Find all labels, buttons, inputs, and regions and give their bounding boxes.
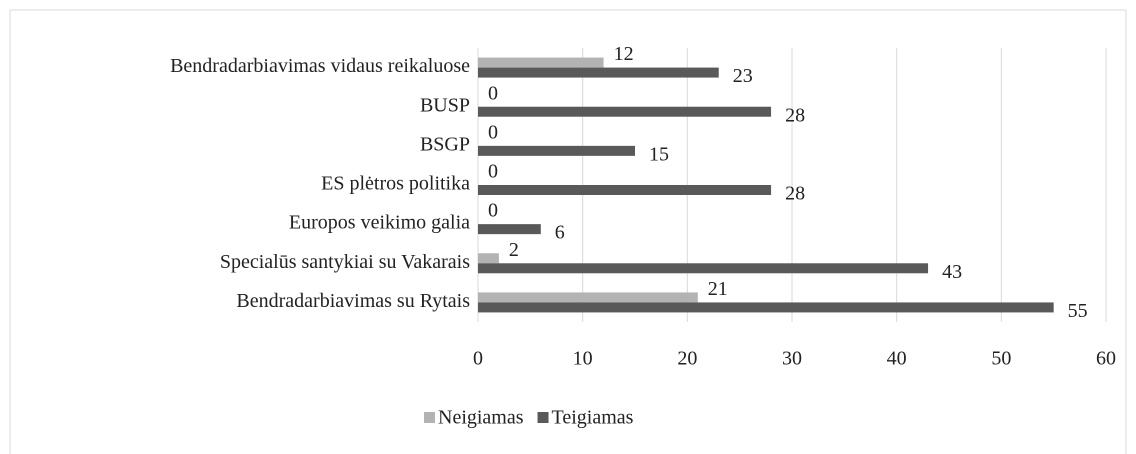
data-label: 21 xyxy=(708,278,728,300)
bar xyxy=(478,57,604,68)
x-tick-label: 30 xyxy=(782,348,802,370)
x-tick-label: 50 xyxy=(991,348,1011,370)
y-tick-label: Europos veikimo galia xyxy=(289,212,470,234)
legend-label: Teigiamas xyxy=(552,407,634,429)
y-tick-label: Specialūs santykiai su Vakarais xyxy=(220,251,470,273)
legend-label: Neigiamas xyxy=(438,407,524,429)
chart-frame xyxy=(9,9,1127,454)
bar xyxy=(478,67,719,78)
data-label: 12 xyxy=(614,43,634,65)
legend-swatch xyxy=(424,412,435,423)
data-label: 0 xyxy=(488,121,498,143)
y-tick-label: Bendradarbiavimas vidaus reikaluose xyxy=(170,55,470,77)
data-label: 28 xyxy=(785,104,805,126)
bar xyxy=(478,292,698,303)
data-label: 6 xyxy=(555,222,565,244)
data-label: 55 xyxy=(1068,300,1088,322)
y-tick-label: BSGP xyxy=(420,133,470,155)
bar xyxy=(478,302,1054,313)
data-label: 43 xyxy=(942,261,962,283)
x-tick-label: 40 xyxy=(887,348,907,370)
data-label: 15 xyxy=(649,143,669,165)
x-tick-label: 20 xyxy=(677,348,697,370)
x-tick-label: 0 xyxy=(473,348,483,370)
data-label: 0 xyxy=(488,82,498,104)
bar xyxy=(478,253,499,264)
bar xyxy=(478,185,772,195)
bar xyxy=(478,145,635,156)
y-tick-label: Bendradarbiavimas su Rytais xyxy=(236,290,470,312)
data-label: 2 xyxy=(509,239,519,261)
bar xyxy=(478,224,541,235)
bar xyxy=(478,263,929,274)
data-label: 28 xyxy=(785,183,805,205)
x-tick-label: 10 xyxy=(573,348,593,370)
data-label: 0 xyxy=(488,161,498,183)
data-label: 0 xyxy=(488,200,498,222)
x-tick-label: 60 xyxy=(1096,348,1116,370)
bar xyxy=(478,106,772,117)
legend-swatch xyxy=(537,412,549,423)
data-label: 23 xyxy=(733,65,753,87)
y-tick-label: ES plėtros politika xyxy=(321,173,470,195)
y-tick-label: BUSP xyxy=(420,94,470,116)
